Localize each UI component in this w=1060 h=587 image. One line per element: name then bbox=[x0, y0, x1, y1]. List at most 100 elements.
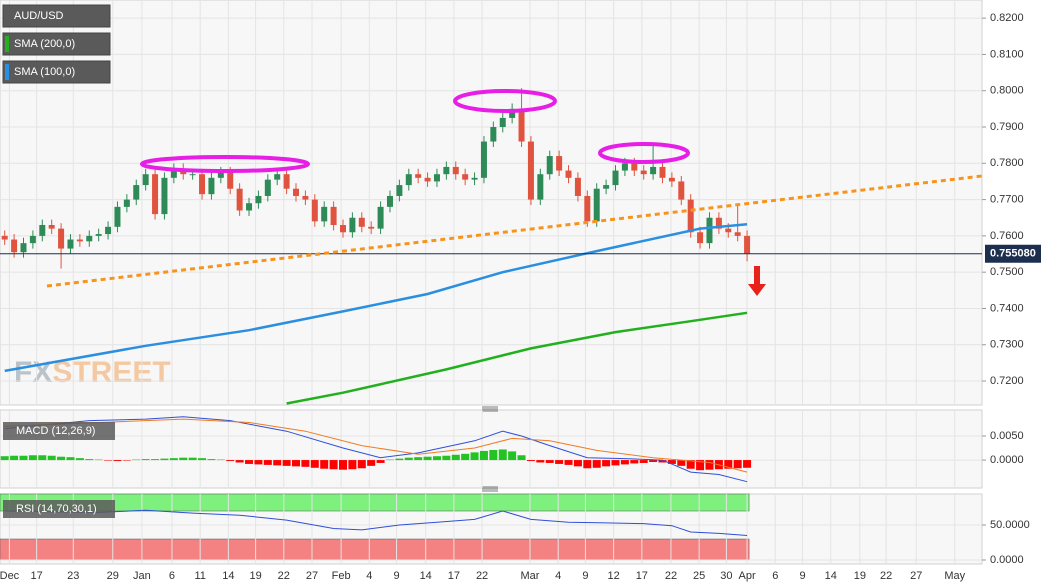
macd-histogram-bar bbox=[658, 460, 667, 463]
macd-histogram-bar bbox=[470, 452, 479, 461]
macd-histogram-bar bbox=[254, 460, 263, 465]
candle-body bbox=[246, 203, 253, 211]
rsi-zone bbox=[0, 493, 750, 512]
macd-histogram-bar bbox=[555, 460, 564, 464]
x-tick-label: 25 bbox=[693, 570, 705, 582]
x-tick-label: 14 bbox=[420, 570, 432, 582]
x-tick-label: 6 bbox=[169, 570, 175, 582]
macd-histogram-bar bbox=[85, 459, 94, 461]
candle-body bbox=[650, 166, 657, 175]
x-tick-label: 23 bbox=[67, 570, 79, 582]
candle-body bbox=[631, 163, 638, 171]
left-shoulder-ring bbox=[140, 155, 310, 173]
x-tick-label: Jan bbox=[133, 570, 151, 582]
macd-histogram-bar bbox=[104, 460, 113, 461]
macd-histogram-bar bbox=[207, 459, 216, 461]
candle-body bbox=[565, 170, 572, 178]
y-tick-label: 0.7400 bbox=[990, 302, 1024, 314]
x-tick-label: Apr bbox=[739, 570, 756, 582]
y-tick-label: 0.8100 bbox=[990, 48, 1024, 60]
macd-histogram-bar bbox=[686, 460, 695, 469]
macd-histogram-bar bbox=[19, 455, 28, 461]
macd-histogram-bar bbox=[151, 459, 160, 461]
watermark: FXSTREET bbox=[14, 356, 171, 389]
macd-histogram-bar bbox=[743, 460, 752, 468]
y-tick-label: 0.8200 bbox=[990, 12, 1024, 24]
macd-line bbox=[4, 416, 748, 483]
candle-body bbox=[39, 225, 46, 236]
candle-body bbox=[58, 228, 65, 249]
macd-histogram-bar bbox=[235, 460, 244, 463]
macd-histogram-bar bbox=[536, 460, 545, 463]
macd-histogram-bar bbox=[423, 456, 432, 461]
candle-body bbox=[715, 217, 722, 229]
y-tick-label: 0.7900 bbox=[990, 121, 1024, 133]
candle-body bbox=[471, 177, 478, 180]
x-tick-label: 22 bbox=[476, 570, 488, 582]
candle-body bbox=[424, 177, 431, 182]
y-tick-label: 0.0000 bbox=[990, 554, 1024, 566]
candle-body bbox=[480, 141, 487, 178]
macd-panel bbox=[0, 409, 983, 489]
candle-body bbox=[11, 239, 18, 253]
x-tick-label: Dec bbox=[0, 570, 20, 582]
macd-histogram-bar bbox=[188, 457, 197, 461]
macd-histogram-bar bbox=[724, 460, 733, 469]
x-tick-label: 17 bbox=[448, 570, 460, 582]
macd-histogram-bar bbox=[602, 460, 611, 467]
macd-histogram-bar bbox=[292, 460, 301, 467]
candle-body bbox=[574, 177, 581, 196]
y-tick-label: 0.7300 bbox=[990, 339, 1024, 351]
macd-histogram-bar bbox=[273, 460, 282, 466]
macd-histogram-bar bbox=[564, 460, 573, 465]
indicator-label-box bbox=[3, 422, 115, 440]
watermark-street: STREET bbox=[52, 356, 170, 389]
macd-histogram-bar bbox=[245, 460, 254, 464]
legend-swatch bbox=[5, 64, 9, 80]
candle-body bbox=[330, 206, 337, 225]
macd-histogram-bar bbox=[630, 460, 639, 464]
candle-body bbox=[217, 172, 224, 178]
candle-body bbox=[706, 217, 713, 244]
candle-body bbox=[152, 174, 159, 215]
candle-body bbox=[725, 228, 732, 233]
x-tick-label: Mar bbox=[521, 570, 540, 582]
candle-body bbox=[678, 181, 685, 200]
macd-histogram-bar bbox=[696, 460, 705, 471]
x-tick-label: 4 bbox=[366, 570, 372, 582]
rsi-line bbox=[4, 509, 748, 536]
macd-histogram-bar bbox=[705, 460, 714, 470]
candle-body bbox=[668, 177, 675, 182]
y-tick-label: 0.7700 bbox=[990, 194, 1024, 206]
y-tick-label: 0.7500 bbox=[990, 266, 1024, 278]
y-tick-label: 0.7200 bbox=[990, 375, 1024, 387]
macd-histogram-bar bbox=[526, 460, 535, 462]
indicator-label: MACD (12,26,9) bbox=[16, 425, 95, 437]
candle-body bbox=[518, 108, 525, 142]
macd-histogram-bar bbox=[169, 458, 178, 461]
macd-histogram-bar bbox=[677, 460, 686, 466]
candle-body bbox=[311, 199, 318, 222]
candle-body bbox=[86, 235, 93, 242]
macd-histogram-bar bbox=[28, 455, 37, 461]
panel-grips bbox=[482, 406, 498, 492]
macd-histogram-bar bbox=[263, 460, 272, 465]
indicator-label: RSI (14,70,30,1) bbox=[16, 503, 97, 515]
candle-body bbox=[415, 174, 422, 178]
candle-body bbox=[170, 168, 177, 178]
candle-body bbox=[358, 217, 365, 227]
candle-body bbox=[433, 174, 440, 182]
down-arrow bbox=[748, 266, 766, 296]
macd-histogram-bar bbox=[611, 460, 620, 466]
last-price-box bbox=[985, 244, 1041, 263]
macd-histogram-bar bbox=[282, 460, 291, 466]
last-price-label: 0.755080 bbox=[990, 248, 1036, 260]
legend-box bbox=[2, 32, 111, 56]
x-tick-label: Feb bbox=[332, 570, 351, 582]
macd-histogram-bar bbox=[160, 458, 169, 461]
legend-label: AUD/USD bbox=[14, 10, 64, 22]
macd-histogram-bar bbox=[141, 459, 150, 461]
candle-body bbox=[499, 117, 506, 128]
candle-body bbox=[1, 235, 8, 240]
